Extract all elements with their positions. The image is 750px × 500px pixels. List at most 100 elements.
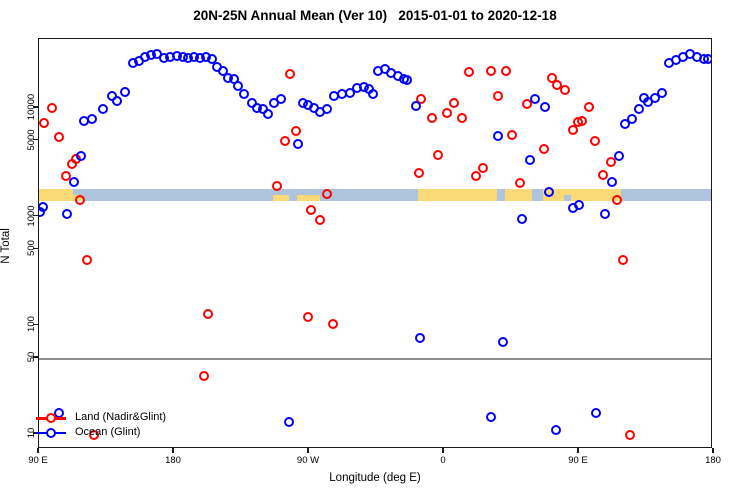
- data-point-land: [427, 113, 437, 124]
- y-tick-mark: [33, 356, 38, 358]
- x-tick-mark: [577, 448, 579, 453]
- strip-segment-land: [418, 188, 497, 202]
- data-point-ocean: [344, 88, 355, 99]
- data-point-ocean: [239, 89, 250, 100]
- data-point-ocean: [275, 93, 286, 104]
- x-tick-label: 90 E: [28, 455, 48, 466]
- data-point-land: [506, 130, 517, 141]
- data-point-land: [551, 79, 562, 90]
- data-point-land: [413, 167, 424, 178]
- data-point-land: [625, 430, 635, 441]
- data-point-ocean: [530, 93, 541, 104]
- data-point-ocean: [626, 114, 637, 125]
- data-point-ocean: [517, 213, 527, 224]
- strip-segment-land: [543, 188, 621, 202]
- data-point-ocean: [39, 201, 49, 212]
- data-point-ocean: [86, 114, 97, 125]
- data-point-ocean: [650, 93, 661, 104]
- y-tick-mark: [33, 214, 38, 217]
- data-point-ocean: [68, 177, 79, 188]
- data-point-ocean: [524, 155, 535, 166]
- y-tick-label: 10000: [26, 93, 37, 121]
- data-point-ocean: [703, 53, 711, 64]
- data-point-ocean: [620, 119, 631, 129]
- y-tick-mark: [33, 247, 38, 250]
- data-point-land: [598, 169, 608, 180]
- data-point-ocean: [551, 424, 562, 435]
- data-point-land: [457, 113, 467, 124]
- data-point-land: [485, 65, 496, 76]
- x-tick-label: 90 W: [296, 455, 320, 466]
- data-point-land: [433, 150, 443, 161]
- data-point-ocean: [415, 333, 425, 344]
- data-point-ocean: [410, 101, 421, 112]
- data-point-land: [493, 90, 503, 101]
- data-point-ocean: [322, 104, 332, 115]
- data-point-land: [82, 254, 92, 265]
- data-point-land: [539, 143, 550, 154]
- chart-title: 20N-25N Annual Mean (Ver 10) 2015-01-01 …: [193, 8, 557, 23]
- data-point-land: [199, 371, 209, 382]
- strip-segment-ocean: [564, 194, 572, 202]
- data-point-land: [500, 65, 511, 76]
- data-point-land: [521, 99, 532, 109]
- y-tick-mark: [33, 432, 38, 434]
- x-tick-label: 180: [705, 455, 721, 466]
- data-point-ocean: [599, 208, 610, 219]
- x-tick-label: 180: [165, 455, 181, 466]
- data-point-land: [328, 318, 338, 329]
- data-point-ocean: [233, 81, 244, 91]
- data-point-land: [53, 131, 64, 142]
- x-axis-title: Longitude (deg E): [329, 472, 421, 484]
- x-tick-mark: [37, 448, 39, 453]
- data-point-land: [470, 171, 481, 182]
- legend-label-ocean: Ocean (Glint): [75, 425, 141, 438]
- data-point-ocean: [119, 87, 130, 98]
- data-point-ocean: [284, 416, 295, 427]
- data-point-land: [442, 107, 452, 118]
- reference-line-50: [39, 358, 711, 360]
- data-point-ocean: [544, 186, 554, 197]
- x-tick-label: 90 E: [568, 455, 588, 466]
- ocean-legend-circle-icon: [46, 427, 56, 438]
- data-point-land: [617, 254, 628, 265]
- data-point-land: [61, 171, 71, 182]
- y-tick-mark: [33, 138, 38, 141]
- data-point-ocean: [574, 199, 584, 210]
- strip-segment-land: [297, 194, 320, 202]
- data-point-land: [584, 102, 595, 112]
- data-point-ocean: [263, 109, 274, 120]
- data-point-land: [203, 309, 214, 320]
- legend-label-land: Land (Nadir&Glint): [75, 411, 167, 423]
- strip-segment-ocean: [73, 188, 419, 202]
- data-point-ocean: [112, 95, 122, 106]
- data-point-ocean: [98, 104, 109, 115]
- data-point-land: [449, 98, 460, 109]
- y-tick-mark: [33, 323, 38, 326]
- strip-segment-land: [505, 188, 533, 202]
- data-point-land: [416, 93, 427, 104]
- strip-segment-ocean: [621, 188, 711, 202]
- data-point-land: [478, 162, 488, 173]
- data-point-ocean: [493, 131, 503, 142]
- data-point-ocean: [539, 101, 550, 112]
- plot-area: [38, 38, 712, 448]
- land-legend-circle-icon: [46, 413, 56, 423]
- data-point-land: [74, 195, 85, 206]
- data-point-land: [577, 115, 587, 126]
- x-tick-mark: [172, 448, 174, 453]
- data-point-ocean: [76, 150, 86, 161]
- x-tick-mark: [442, 448, 444, 453]
- data-point-land: [284, 69, 295, 79]
- data-point-ocean: [590, 408, 601, 418]
- data-point-land: [560, 84, 571, 95]
- data-point-land: [89, 429, 100, 440]
- y-tick-label: 100: [26, 316, 37, 333]
- data-point-land: [314, 215, 325, 226]
- data-point-ocean: [497, 337, 508, 348]
- data-point-land: [280, 136, 290, 146]
- data-point-land: [611, 195, 622, 206]
- data-point-land: [302, 312, 313, 323]
- data-point-ocean: [401, 74, 412, 85]
